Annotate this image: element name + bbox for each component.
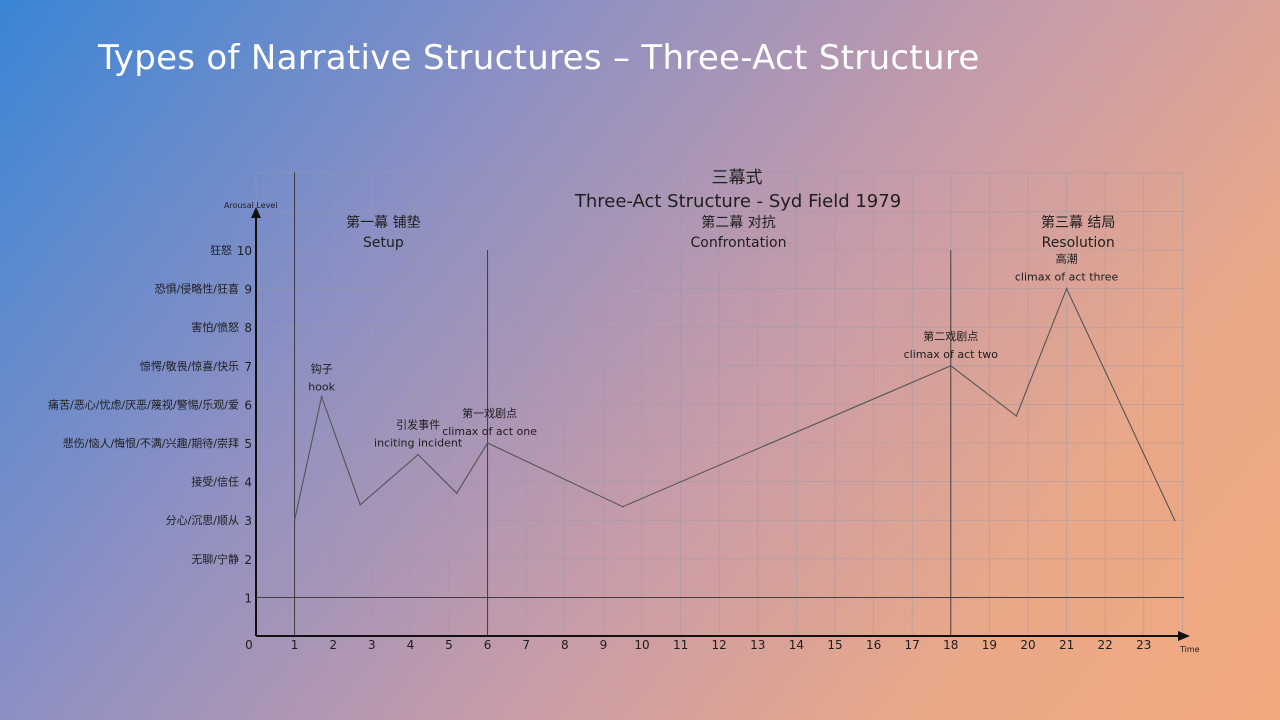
y-tick-descriptor: 害怕/愤怒 [191,320,239,334]
x-tick-label: 14 [789,638,804,652]
arousal-point [1015,415,1018,417]
x-tick-label: 1 [291,638,299,652]
x-tick-label: 11 [673,638,688,652]
arousal-point [1173,519,1176,521]
annotation-zh: 第二戏剧点 [923,329,978,343]
x-tick-label: 2 [329,638,337,652]
x-tick-label: 21 [1059,638,1074,652]
x-tick-label: 4 [407,638,415,652]
x-tick-label: 0 [245,638,253,652]
y-tick-label: 8 [244,321,252,335]
y-tick-label: 7 [244,360,252,374]
chart-title: 三幕式 [712,168,763,188]
act-heading-en: Confrontation [691,235,787,251]
annotation-en: hook [308,381,335,394]
y-axis-label: Arousal Level [224,201,278,210]
x-tick-label: 9 [600,638,608,652]
chart-subtitle: Three-Act Structure - Syd Field 1979 [574,191,901,212]
x-tick-label: 8 [561,638,569,652]
arousal-point [293,519,296,521]
x-tick-label: 17 [905,638,920,652]
x-tick-label: 10 [634,638,649,652]
y-tick-label: 5 [244,437,252,451]
y-tick-descriptor: 接受/信任 [191,476,239,489]
y-tick-descriptor: 无聊/宁静 [191,552,239,566]
act-heading-zh: 第一幕 铺垫 [346,214,420,231]
arousal-point [621,505,624,508]
y-tick-label: 6 [244,398,252,412]
arousal-point [417,453,419,456]
x-tick-label: 16 [866,638,881,652]
x-tick-label: 18 [943,638,958,652]
annotation-en: climax of act three [1015,271,1119,284]
y-tick-label: 1 [244,591,252,605]
act-heading-zh: 第二幕 对抗 [701,214,775,231]
x-tick-label: 23 [1136,638,1151,652]
x-axis-label: Time [1179,645,1200,654]
slide-title: Types of Narrative Structures – Three-Ac… [98,38,980,78]
y-tick-descriptor: 痛苦/恶心/忧虑/厌恶/蔑视/警惕/乐观/爱 [48,397,239,411]
annotation-en: climax of act one [442,425,537,438]
arousal-point [359,503,362,506]
arousal-point [320,395,323,398]
chart-labels: 0 1 2 3 4 5 6 7 8 9 10 11 12 13 14 15 16 17 18 19 20 21 22 2312… [48,168,1200,654]
y-tick-label: 2 [244,553,252,567]
y-tick-label: 3 [244,514,252,528]
y-tick-descriptor: 惊愕/敬畏/惊喜/快乐 [140,359,239,373]
x-tick-label: 22 [1098,638,1113,652]
annotation-zh: 高潮 [1056,252,1078,266]
x-tick-label: 15 [827,638,842,652]
chart-series [293,287,1176,521]
y-tick-label: 10 [237,244,252,258]
x-tick-label: 12 [712,638,727,652]
annotation-zh: 第一戏剧点 [462,406,517,420]
x-tick-label: 13 [750,638,765,652]
annotation-en: inciting incident [374,437,463,450]
act-heading-en: Setup [363,235,404,251]
y-tick-label: 9 [244,283,252,297]
arousal-point [455,492,458,494]
y-axis-arrow [251,207,261,218]
arousal-point [950,365,952,367]
y-tick-descriptor: 恐惧/侵略性/狂喜 [155,282,239,296]
x-axis-arrow [1178,631,1190,641]
act-dividers [256,172,1184,636]
x-tick-label: 5 [445,638,453,652]
act-heading-en: Resolution [1042,235,1115,251]
x-tick-label: 3 [368,638,376,652]
annotation-zh: 钩子 [311,362,333,376]
act-heading-zh: 第三幕 结局 [1041,214,1115,231]
x-tick-label: 6 [484,638,492,652]
chart-axes [251,207,1190,641]
arousal-point [1065,287,1068,290]
y-tick-descriptor: 分心/沉思/顺从 [166,514,239,527]
annotation-en: climax of act two [904,348,999,361]
arousal-point [486,442,489,444]
annotation-zh: 引发事件 [396,418,440,432]
y-tick-label: 4 [244,476,252,490]
y-tick-descriptor: 狂怒 [210,243,232,257]
y-tick-descriptor: 悲伤/恼人/悔恨/不满/兴趣/期待/崇拜 [63,436,239,450]
x-tick-label: 7 [522,638,530,652]
x-tick-label: 20 [1020,638,1035,652]
x-tick-label: 19 [982,638,997,652]
